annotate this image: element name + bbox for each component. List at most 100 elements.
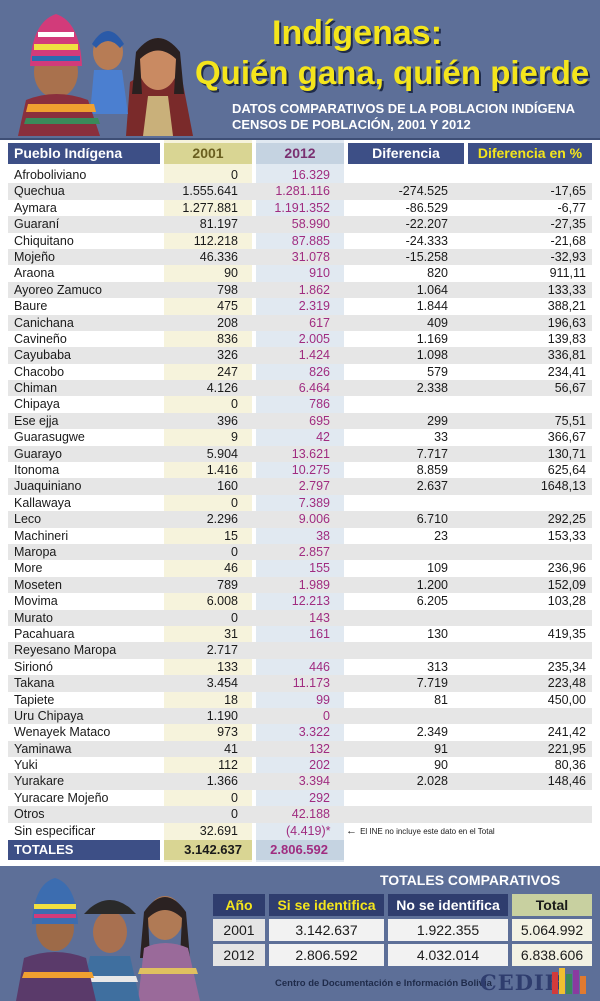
cell-diferencia-pct: 336,81 [547,348,586,363]
table-body: Afroboliviano 0 16.329 Quechua 1.555.641 1.28… [0,167,600,839]
cell-2012: 42.188 [291,807,330,822]
cell-diferencia-pct: 152,09 [547,577,586,592]
table-row: Araona 90 910 820 911,11 [0,265,600,281]
indigenous-women-illustration [16,878,200,1001]
cell-2012: 12.213 [291,594,330,609]
cell-2001: 46.336 [199,249,238,264]
cell-2001: 3.454 [206,676,238,691]
totals-label: TOTALES [8,840,160,860]
cell-2001: 973 [217,725,238,740]
footnote-arrow-note: ← El INE no incluye este dato en el Tota… [346,823,495,840]
cell-2001: 9 [231,430,238,445]
cell-diferencia: -274.525 [398,184,448,199]
cell-2012: 292 [309,790,330,805]
table-row: Yaminawa 41 132 91 221,95 [0,740,600,758]
header-banner: Indígenas: Quién gana, quién pierde DATO… [0,0,600,140]
cell-diferencia-pct: 221,95 [547,741,586,756]
cell-diferencia: 1.169 [416,331,448,346]
totals-2001: 3.142.637 [164,840,252,860]
cell-pueblo: Uru Chipaya [14,708,84,723]
cell-2012: 2.857 [298,544,330,559]
cell-2001: 81.197 [199,217,238,232]
cell-2001: 0 [231,544,238,559]
row-background [8,773,592,790]
cell-2012: 1.862 [298,282,330,297]
row-background [8,609,592,626]
table-row: Ese ejja 396 695 299 75,51 [0,412,600,430]
table-row: Maropa 0 2.857 [0,543,600,561]
cell-diferencia-pct: 911,11 [549,266,586,281]
table-row: Reyesano Maropa 2.717 [0,642,600,659]
cell-diferencia-pct: -27,35 [550,217,586,232]
cell-pueblo: Chiman [14,381,58,396]
table-row: Chiquitano 112.218 87.885 -24.333 -21,68 [0,233,600,249]
cell-diferencia: 23 [434,528,448,543]
row-background [8,757,592,773]
cell-2012: (4.419)* [286,823,331,838]
subtitle-line2: CENSOS DE POBLACIÓN, 2001 Y 2012 [232,117,471,132]
cell-2001: 112.218 [193,233,238,248]
cell-2012: 3.322 [298,725,330,740]
page-title-line2: Quién gana, quién pierde [195,54,590,91]
cell-diferencia-pct: 419,35 [547,626,586,641]
cell-2001: 112 [218,758,238,773]
table-row: Mojeño 46.336 31.078 -15.258 -32,93 [0,248,600,266]
comparison-cell: 2012 [213,944,265,966]
comparison-cell: 3.142.637 [269,919,384,941]
table-row: Guaraní 81.197 58.990 -22.207 -27,35 [0,216,600,233]
cell-diferencia: 2.338 [416,381,448,396]
cell-2012: 1.191.352 [274,200,330,215]
row-background [8,576,592,594]
comparison-header-si: Si se identifica [269,894,384,916]
row-background [8,216,592,233]
cell-2012: 786 [309,397,330,412]
cell-2012: 42 [316,430,330,445]
cell-diferencia-pct: 235,34 [547,659,586,674]
cell-pueblo: Pacahuara [14,626,75,641]
cell-diferencia-pct: 80,36 [554,758,586,773]
cell-2012: 695 [309,413,330,428]
cell-2012: 617 [309,315,330,330]
cell-pueblo: Ayoreo Zamuco [14,282,103,297]
table-row: Yurakare 1.366 3.394 2.028 148,46 [0,773,600,790]
row-background [8,528,592,544]
cell-2001: 0 [231,790,238,805]
cell-2001: 836 [217,331,238,346]
credit-text: Centro de Documentación e Información Bo… [275,978,492,989]
comparison-cell: 1.922.355 [388,919,508,941]
cell-2001: 0 [231,495,238,510]
cell-pueblo: Moseten [14,577,62,592]
row-background [8,478,592,495]
cell-pueblo: Ese ejja [14,413,59,428]
cell-2012: 13.621 [291,446,330,461]
cell-diferencia: 91 [434,741,448,756]
cell-pueblo: Mojeño [14,249,55,264]
table-row: Itonoma 1.416 10.275 8.859 625,64 [0,462,600,478]
comparison-cell: 2001 [213,919,265,941]
cell-2001: 396 [217,413,238,428]
row-background [8,445,592,463]
totals-comparison-title: TOTALES COMPARATIVOS [380,872,561,888]
row-background [8,543,592,561]
cell-2012: 1.989 [298,577,330,592]
cell-pueblo: Canichana [14,315,74,330]
table-row: Ayoreo Zamuco 798 1.862 1.064 133,33 [0,281,600,299]
row-background [8,412,592,430]
cell-pueblo: Aymara [14,200,57,215]
cell-diferencia: 409 [427,315,448,330]
row-background [8,740,592,758]
cell-diferencia: 1.064 [416,282,448,297]
cell-diferencia: 2.028 [416,774,448,789]
table-row: Chiman 4.126 6.464 2.338 56,67 [0,380,600,397]
cell-diferencia: 1.098 [416,348,448,363]
row-background [8,281,592,299]
cell-diferencia-pct: 388,21 [547,299,586,314]
cell-2012: 99 [316,692,330,707]
cell-diferencia: 109 [427,561,448,576]
cell-2012: 1.281.116 [275,184,330,199]
cell-diferencia-pct: -32,93 [550,249,586,264]
subtitle-line1: DATOS COMPARATIVOS DE LA POBLACION INDÍG… [232,101,576,116]
cell-diferencia: 2.637 [416,479,448,494]
cell-2001: 15 [224,528,238,543]
cell-2001: 0 [231,397,238,412]
